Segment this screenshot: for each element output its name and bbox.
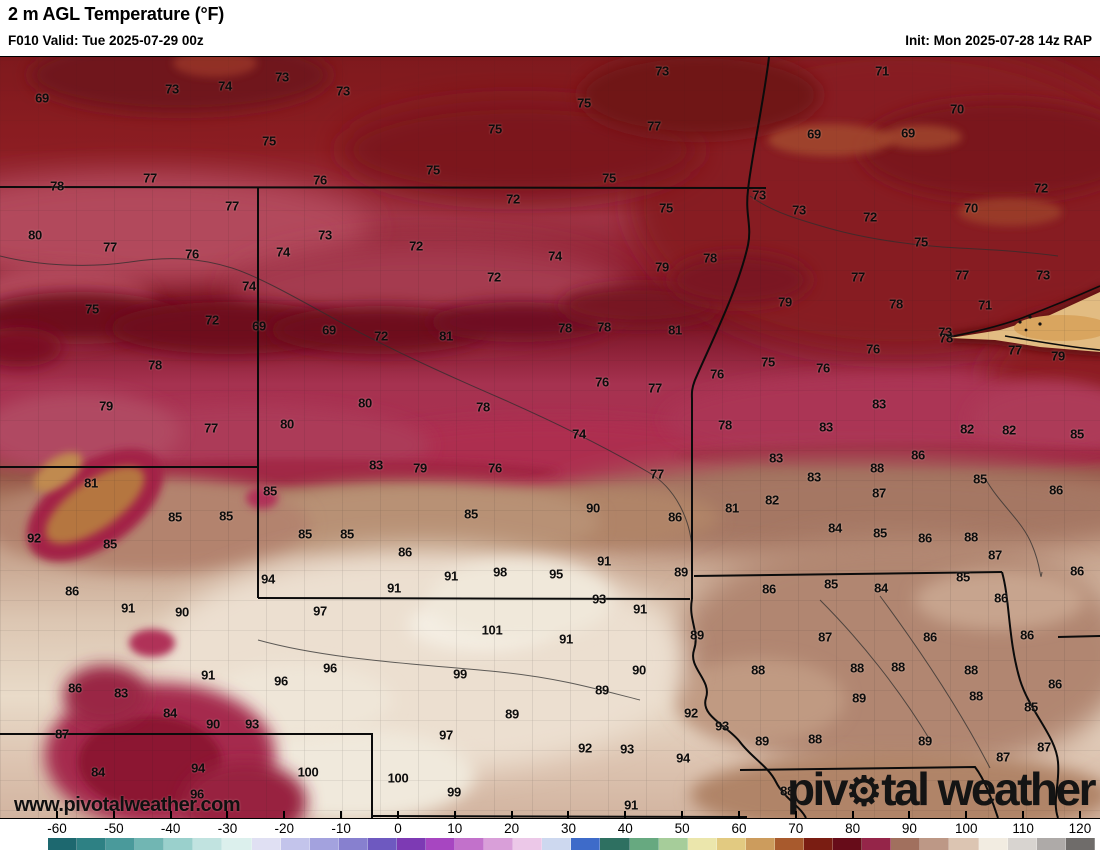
colorbar-tick	[453, 811, 456, 818]
colorbar-tick-label: 0	[394, 821, 402, 836]
logo-text-piv: piv	[786, 763, 848, 815]
colorbar-tick	[1022, 811, 1025, 818]
colorbar-segment	[716, 838, 746, 850]
colorbar-tick	[851, 811, 854, 818]
colorbar-tick-label: -40	[160, 821, 181, 836]
colorbar-segment	[367, 838, 397, 850]
rivers	[0, 195, 1059, 769]
colorbar-segment	[1065, 838, 1095, 850]
colorbar-segment	[833, 838, 863, 850]
colorbar-tick	[794, 811, 797, 818]
colorbar-segment	[629, 838, 659, 850]
colorbar-segment	[426, 838, 456, 850]
colorbar-segment	[484, 838, 514, 850]
colorbar-segment	[280, 838, 310, 850]
colorbar	[48, 838, 1095, 850]
colorbar-tick	[567, 811, 570, 818]
colorbar-tick	[169, 811, 172, 818]
colorbar-segment	[687, 838, 717, 850]
colorbar-segment	[658, 838, 688, 850]
colorbar-ticks	[0, 811, 1100, 818]
colorbar-segment	[804, 838, 834, 850]
colorbar-tick-label: -50	[104, 821, 124, 836]
header: 2 m AGL Temperature (°F) F010 Valid: Tue…	[0, 0, 1100, 57]
page-title: 2 m AGL Temperature (°F)	[8, 4, 225, 24]
colorbar-tick	[965, 811, 968, 818]
colorbar-segment	[920, 838, 950, 850]
state-borders	[0, 57, 1100, 818]
colorbar-segment	[222, 838, 252, 850]
colorbar-segment	[455, 838, 485, 850]
colorbar-tick-label: 20	[504, 821, 520, 836]
colorbar-tick	[340, 811, 343, 818]
colorbar-segment	[77, 838, 107, 850]
colorbar-segment	[571, 838, 601, 850]
logo-text-tal-weather: tal weather	[881, 763, 1096, 815]
colorbar-tick	[56, 811, 58, 818]
colorbar-segment	[193, 838, 223, 850]
colorbar-tick-label: 120	[1068, 821, 1092, 836]
apostle-islands	[1018, 315, 1042, 332]
colorbar-segment	[251, 838, 281, 850]
colorbar-footer: -60 -50 -40 -30 -20 -10 0 10 20 30 40 50 60 70 80 90 100…	[0, 818, 1100, 850]
colorbar-tick	[1078, 811, 1081, 818]
colorbar-segment	[862, 838, 892, 850]
county-grid	[0, 57, 1100, 818]
colorbar-segment	[978, 838, 1008, 850]
colorbar-tick	[681, 811, 684, 818]
colorbar-segment	[513, 838, 543, 850]
colorbar-segment	[106, 838, 136, 850]
colorbar-tick-label: 110	[1012, 821, 1034, 836]
temperature-map[interactable]	[0, 57, 1100, 818]
colorbar-segment	[48, 838, 78, 850]
colorbar-tick-label: 100	[955, 821, 978, 836]
colorbar-tick	[226, 811, 229, 818]
colorbar-tick	[624, 811, 627, 818]
colorbar-segment	[1036, 838, 1066, 850]
colorbar-tick	[283, 811, 286, 818]
colorbar-segment	[135, 838, 165, 850]
colorbar-segment	[949, 838, 979, 850]
colorbar-tick-label: -30	[217, 821, 238, 836]
colorbar-segment	[600, 838, 630, 850]
colorbar-tick-label: 60	[731, 821, 747, 836]
colorbar-segment	[542, 838, 572, 850]
colorbar-segment	[164, 838, 194, 850]
colorbar-tick-label: -10	[331, 821, 351, 836]
colorbar-segment	[338, 838, 368, 850]
colorbar-segment	[745, 838, 775, 850]
colorbar-tick-label: 50	[674, 821, 690, 836]
colorbar-tick-label: 30	[560, 821, 576, 836]
colorbar-tick-label: 80	[845, 821, 861, 836]
colorbar-segment	[1007, 838, 1037, 850]
colorbar-tick	[908, 811, 911, 818]
colorbar-tick	[396, 811, 399, 818]
colorbar-segment	[774, 838, 805, 850]
colorbar-tick-label: 90	[901, 821, 917, 836]
gear-icon: ⚙	[845, 768, 882, 814]
colorbar-tick-label: 40	[617, 821, 633, 836]
colorbar-segment	[396, 838, 427, 850]
colorbar-tick	[737, 811, 740, 818]
colorbar-segment	[891, 838, 921, 850]
valid-time-label: F010 Valid: Tue 2025-07-29 00z	[8, 33, 204, 48]
colorbar-tick	[510, 811, 513, 818]
colorbar-tick-label: -20	[274, 821, 295, 836]
colorbar-tick-label: -60	[47, 821, 67, 836]
pivotal-weather-logo[interactable]: piv⚙tal weather	[786, 763, 1097, 815]
colorbar-tick-label: 70	[788, 821, 804, 836]
watermark-url[interactable]: www.pivotalweather.com	[14, 794, 241, 816]
colorbar-tick	[112, 811, 115, 818]
init-time-label: Init: Mon 2025-07-28 14z RAP	[905, 33, 1092, 48]
colorbar-segment	[309, 838, 339, 850]
colorbar-tick-label: 10	[447, 821, 463, 836]
